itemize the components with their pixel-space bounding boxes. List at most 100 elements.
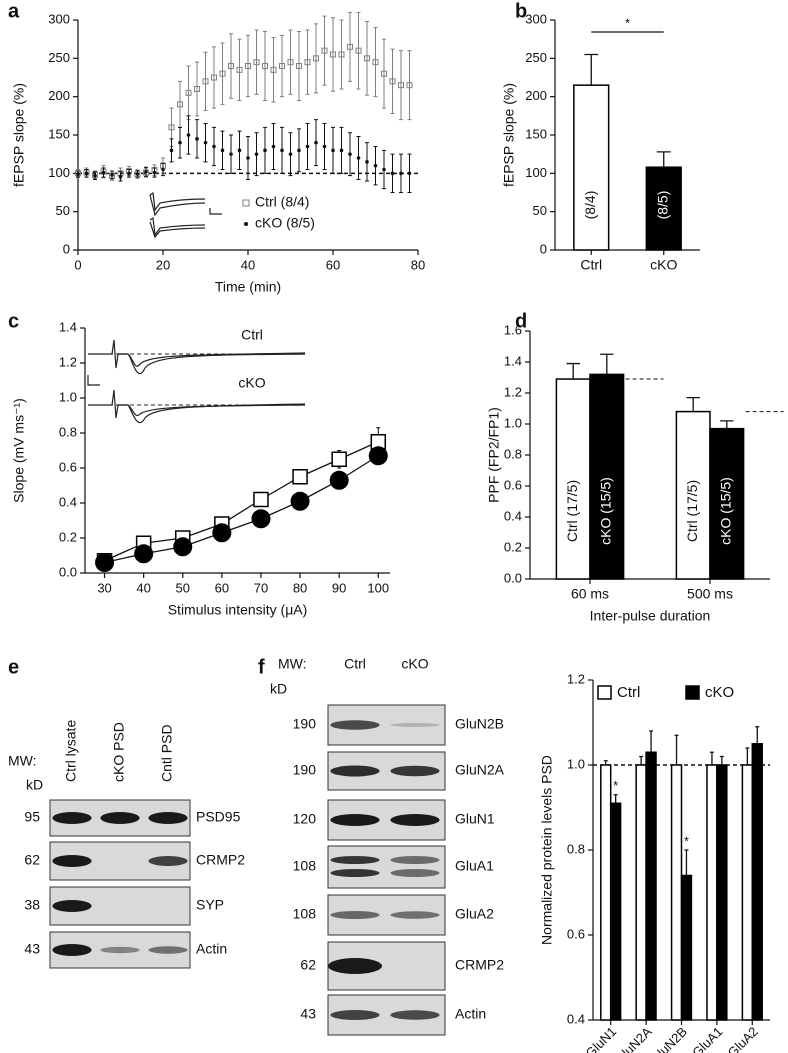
blot-band xyxy=(100,946,140,954)
y-tick-label: 1.4 xyxy=(504,353,522,368)
error-bar xyxy=(745,747,750,765)
mw-label: MW: xyxy=(278,656,307,672)
bar xyxy=(600,764,612,1021)
y-axis-label: Normalized protein levels PSD xyxy=(539,755,555,945)
y-axis-label: fEPSP slope (%) xyxy=(11,83,27,187)
marker xyxy=(195,137,199,141)
error-bar xyxy=(195,61,199,117)
bar xyxy=(716,764,728,1021)
marker xyxy=(287,59,294,66)
marker xyxy=(331,451,347,467)
marker xyxy=(152,170,157,175)
bar xyxy=(645,166,682,251)
x-tick-label: 40 xyxy=(136,580,150,595)
blot-band xyxy=(330,1010,380,1020)
x-tick-label: 80 xyxy=(411,257,425,272)
mw-value: 108 xyxy=(293,906,317,922)
marker xyxy=(144,170,148,174)
marker xyxy=(254,152,259,156)
error-bar xyxy=(331,17,335,92)
error-bar xyxy=(203,51,208,111)
blot-strip xyxy=(327,845,446,889)
y-tick-label: 0 xyxy=(540,241,547,256)
unit-label: kD xyxy=(26,777,43,793)
x-tick-label: GluN2B xyxy=(647,1024,690,1053)
y-tick-label: 0.4 xyxy=(59,494,77,509)
row-label: GluN1 xyxy=(455,811,495,827)
blot-band xyxy=(330,720,380,730)
unit-label: kD xyxy=(270,681,287,697)
panel-letter: a xyxy=(8,0,20,22)
bar xyxy=(751,743,763,1021)
x-tick-label: 70 xyxy=(254,580,268,595)
marker xyxy=(355,47,362,54)
marker xyxy=(194,86,200,92)
marker xyxy=(313,55,319,62)
marker xyxy=(134,544,154,564)
error-bar xyxy=(600,353,614,375)
y-tick-label: 300 xyxy=(48,11,70,26)
legend-marker xyxy=(242,199,250,207)
legend-label: cKO xyxy=(705,684,734,701)
marker xyxy=(347,43,353,50)
marker xyxy=(329,470,349,490)
bar-label: cKO (15/5) xyxy=(598,477,614,545)
marker xyxy=(339,148,344,153)
y-tick-label: 0.4 xyxy=(567,1011,585,1026)
marker xyxy=(253,491,269,508)
x-axis-label: Time (min) xyxy=(215,279,281,295)
row-label: GluA1 xyxy=(455,858,494,874)
marker xyxy=(322,144,327,149)
error-bar xyxy=(348,11,352,82)
error-bar xyxy=(305,29,310,95)
blot-band xyxy=(390,723,440,727)
marker xyxy=(399,171,403,176)
marker xyxy=(186,133,191,137)
y-tick-label: 0.0 xyxy=(59,564,77,579)
lane-label: cKO xyxy=(401,656,428,672)
marker xyxy=(263,148,267,153)
y-tick-label: 200 xyxy=(525,88,547,103)
y-tick-label: 0.6 xyxy=(59,459,77,474)
marker xyxy=(279,63,285,69)
error-bar xyxy=(178,80,182,128)
inset-traces xyxy=(149,191,222,239)
y-tick-label: 250 xyxy=(525,50,547,65)
y-tick-label: 250 xyxy=(48,50,70,65)
marker xyxy=(304,59,311,66)
error-bar xyxy=(288,29,293,95)
marker xyxy=(373,163,378,168)
y-tick-label: 50 xyxy=(56,203,70,218)
marker xyxy=(390,171,395,176)
row-label: GluA2 xyxy=(455,906,494,922)
legend-marker xyxy=(244,222,248,226)
blot-band xyxy=(148,856,188,866)
bar xyxy=(635,764,647,1021)
row-label: GluN2B xyxy=(455,716,504,732)
bar xyxy=(555,378,591,580)
mw-value: 120 xyxy=(293,811,317,827)
row-label: Actin xyxy=(196,941,227,957)
marker xyxy=(178,140,182,145)
y-tick-label: 0.2 xyxy=(59,529,77,544)
legend-marker xyxy=(685,685,700,700)
marker xyxy=(406,82,413,89)
y-axis-label: Slope (mV ms⁻¹) xyxy=(11,398,27,503)
error-bar xyxy=(639,755,644,765)
x-tick-label: cKO xyxy=(650,257,677,273)
blot-band xyxy=(148,812,188,824)
mw-value: 43 xyxy=(24,941,40,957)
y-tick-label: 1.2 xyxy=(59,354,77,369)
inset-label: cKO xyxy=(238,375,265,391)
error-bar xyxy=(271,37,276,103)
marker xyxy=(237,148,242,153)
error-bar xyxy=(720,420,734,429)
marker xyxy=(292,469,308,485)
lane-label: Cntl PSD xyxy=(159,724,175,782)
x-tick-label: Ctrl xyxy=(580,257,602,273)
y-tick-label: 300 xyxy=(525,11,547,26)
error-bar xyxy=(254,29,259,95)
y-tick-label: 150 xyxy=(525,126,547,141)
error-bar xyxy=(365,21,369,96)
